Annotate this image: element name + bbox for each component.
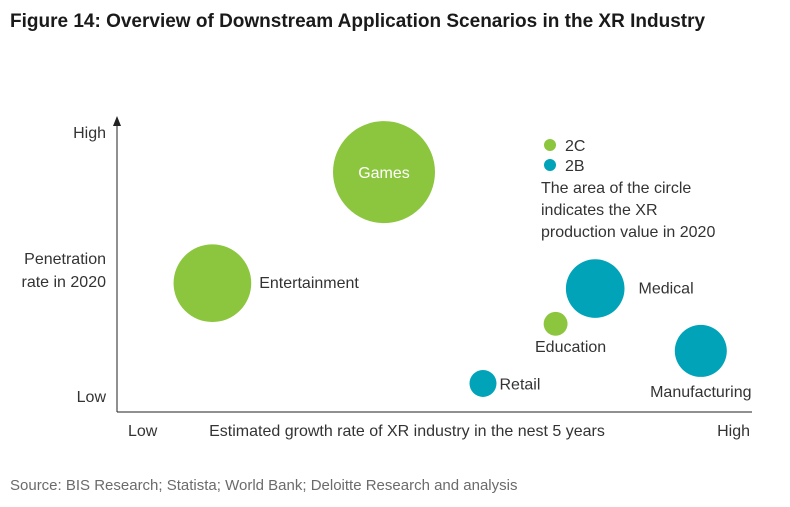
bubble-entertainment bbox=[173, 244, 252, 323]
bubble-label-manufacturing: Manufacturing bbox=[650, 384, 751, 401]
bubble-label-games: Games bbox=[358, 165, 410, 182]
x-axis-label: Estimated growth rate of XR industry in … bbox=[209, 423, 605, 440]
bubble-games bbox=[333, 121, 435, 224]
legend-marker-2c bbox=[544, 139, 556, 151]
legend-label-2b: 2B bbox=[565, 158, 585, 175]
chart-text-layer: Games Entertainment Medical Education Retail… bbox=[21, 125, 751, 440]
bubble-label-medical: Medical bbox=[638, 281, 693, 298]
bubble-education bbox=[543, 311, 568, 336]
x-tick-high: High bbox=[717, 423, 750, 440]
x-tick-low: Low bbox=[128, 423, 158, 440]
figure-title: Figure 14: Overview of Downstream Applic… bbox=[10, 11, 706, 32]
y-tick-high: High bbox=[73, 125, 106, 142]
bubble-retail bbox=[469, 369, 497, 397]
chart-note-line-3: production value in 2020 bbox=[541, 224, 715, 241]
y-tick-low: Low bbox=[77, 389, 107, 406]
y-axis-label-line-2: rate in 2020 bbox=[21, 274, 106, 291]
chart-axes bbox=[113, 116, 752, 413]
bubble-medical bbox=[565, 259, 625, 318]
y-axis-arrowhead bbox=[113, 116, 121, 126]
bubble-manufacturing bbox=[674, 324, 727, 377]
bubble-layer bbox=[173, 121, 727, 397]
source-note: Source: BIS Research; Statista; World Ba… bbox=[10, 477, 518, 494]
legend-label-2c: 2C bbox=[565, 138, 585, 155]
bubble-chart: Games Entertainment Medical Education Retail… bbox=[21, 116, 752, 440]
bubble-label-retail: Retail bbox=[499, 376, 540, 393]
chart-note-line-1: The area of the circle bbox=[541, 180, 691, 197]
legend-marker-2b bbox=[544, 159, 556, 171]
bubble-label-education: Education bbox=[535, 339, 606, 356]
y-axis-label-line-1: Penetration bbox=[24, 251, 106, 268]
bubble-label-entertainment: Entertainment bbox=[259, 275, 359, 292]
chart-note-line-2: indicates the XR bbox=[541, 202, 658, 219]
